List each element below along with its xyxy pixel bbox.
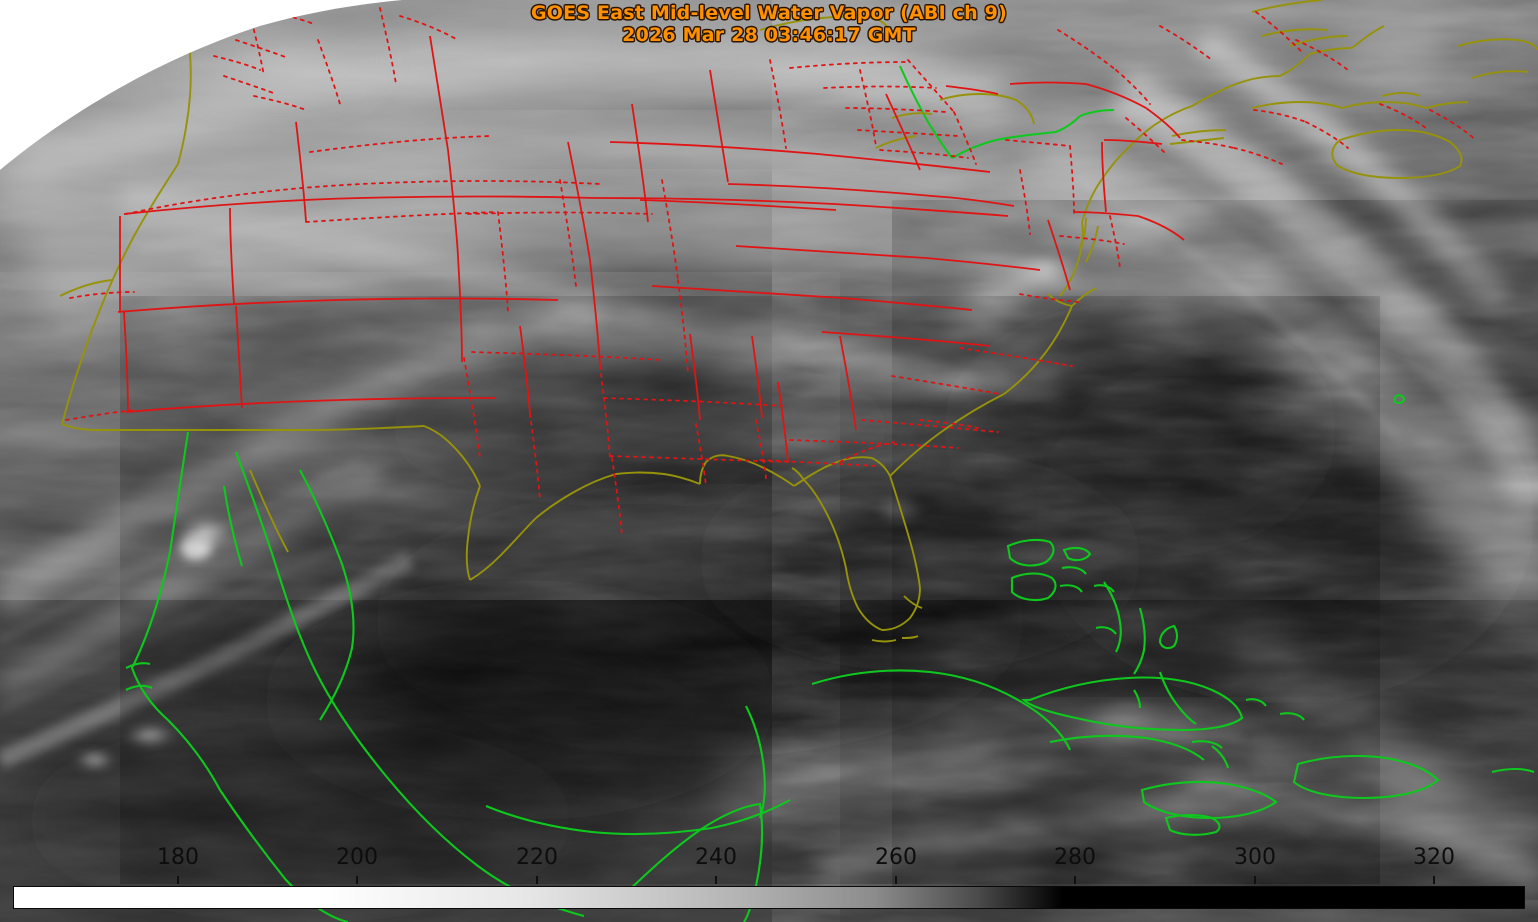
colorbar-tick-label: 280: [1054, 845, 1096, 870]
coastline-layer: [59, 0, 1538, 643]
colorbar-tick-label: 240: [695, 845, 737, 870]
colorbar-tick-label: 260: [875, 845, 917, 870]
colorbar-tick-label: 200: [336, 845, 378, 870]
colorbar: 180 200 220 240 260 280 300 320: [0, 845, 1538, 922]
colorbar-tick-mark: [177, 876, 179, 884]
colorbar-gradient-fill: [14, 887, 1524, 908]
colorbar-tick-label: 300: [1234, 845, 1276, 870]
state-boundaries-layer: [65, 5, 1477, 537]
colorbar-tick-labels: 180 200 220 240 260 280 300 320: [0, 845, 1538, 884]
colorbar-tick-mark: [356, 876, 358, 884]
colorbar-tick-mark: [715, 876, 717, 884]
colorbar-tick-label: 320: [1413, 845, 1455, 870]
colorbar-gradient-bar: [13, 886, 1525, 909]
colorbar-tick-mark: [536, 876, 538, 884]
colorbar-tick-mark: [895, 876, 897, 884]
colorbar-tick-label: 220: [516, 845, 558, 870]
international-boundaries-layer: [125, 65, 1535, 922]
colorbar-tick-mark: [1433, 876, 1435, 884]
colorbar-tick-mark: [1254, 876, 1256, 884]
colorbar-tick-mark: [1074, 876, 1076, 884]
colorbar-tick-label: 180: [157, 845, 199, 870]
